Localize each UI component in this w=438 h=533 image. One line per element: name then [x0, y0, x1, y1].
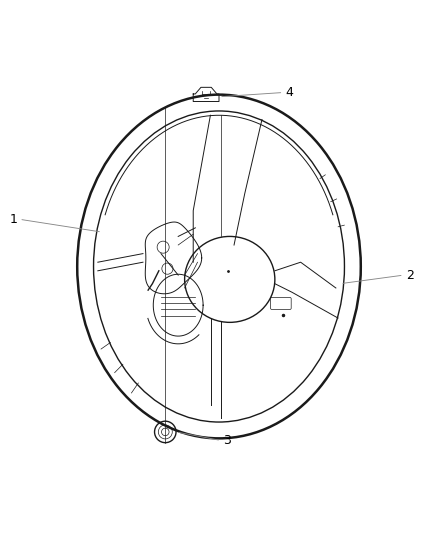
Text: 4: 4 — [286, 86, 293, 99]
Text: 1: 1 — [9, 213, 17, 226]
Text: 3: 3 — [223, 434, 231, 447]
Text: 2: 2 — [406, 269, 414, 281]
